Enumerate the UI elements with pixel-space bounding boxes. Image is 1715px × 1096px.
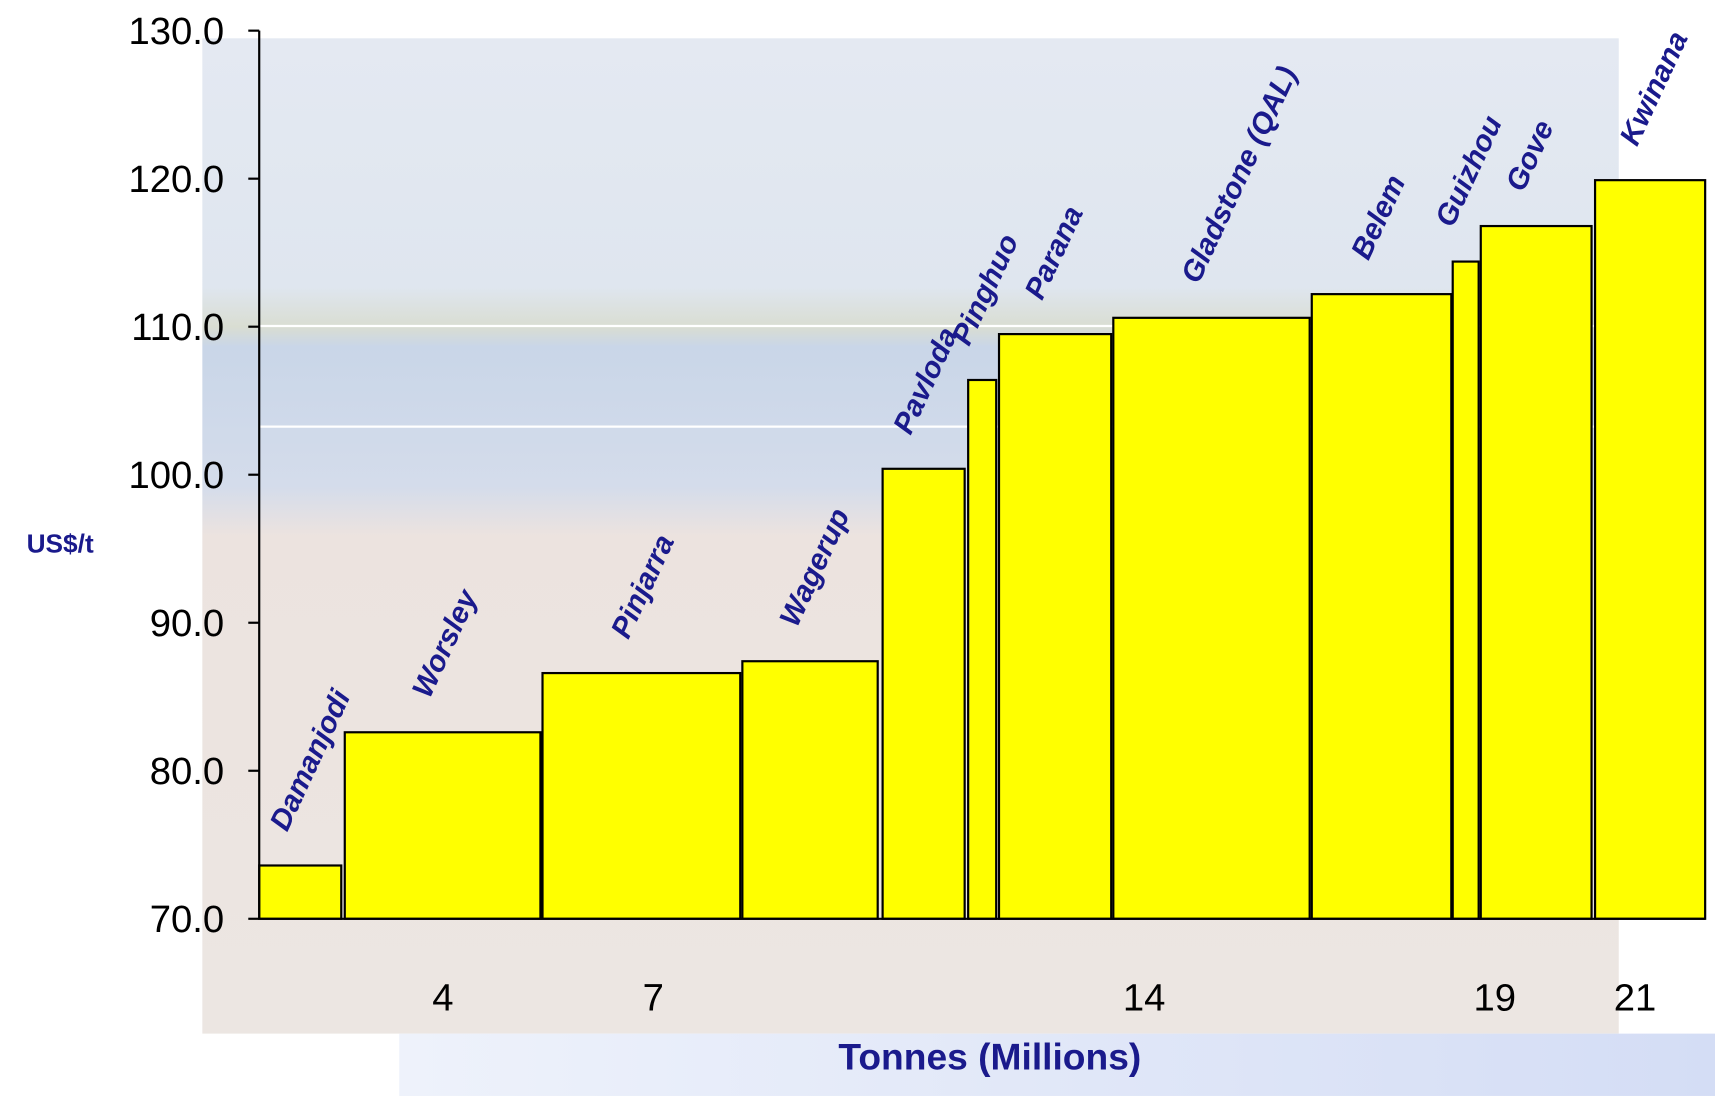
y-tick-label: 80.0 bbox=[150, 750, 224, 793]
bar bbox=[881, 467, 966, 920]
y-tick-label: 100.0 bbox=[128, 454, 224, 497]
bar-label: Kwinana bbox=[1613, 26, 1694, 150]
y-tick-label: 90.0 bbox=[150, 602, 224, 645]
bar bbox=[1593, 179, 1707, 920]
y-tick-label: 70.0 bbox=[150, 898, 224, 941]
x-tick-label: 4 bbox=[432, 977, 453, 1020]
background-band bbox=[399, 1033, 1715, 1096]
bar bbox=[541, 671, 742, 920]
x-tick-label: 14 bbox=[1123, 977, 1166, 1020]
bar bbox=[997, 333, 1113, 920]
x-tick-label: 21 bbox=[1614, 977, 1657, 1020]
x-tick-label: 19 bbox=[1473, 977, 1516, 1020]
y-axis-title: US$/t bbox=[27, 528, 94, 558]
bar bbox=[967, 378, 998, 920]
bar bbox=[343, 731, 542, 920]
bar bbox=[1310, 293, 1453, 920]
bar bbox=[741, 660, 879, 920]
bar bbox=[1112, 316, 1311, 920]
x-tick-label: 7 bbox=[643, 977, 664, 1020]
x-axis-title: Tonnes (Millions) bbox=[838, 1036, 1141, 1078]
bar bbox=[258, 864, 343, 920]
y-tick-label: 130.0 bbox=[128, 10, 224, 53]
bar bbox=[1479, 224, 1593, 920]
y-tick-label: 110.0 bbox=[131, 306, 224, 349]
y-tick-label: 120.0 bbox=[128, 158, 224, 201]
bar bbox=[1451, 260, 1480, 920]
